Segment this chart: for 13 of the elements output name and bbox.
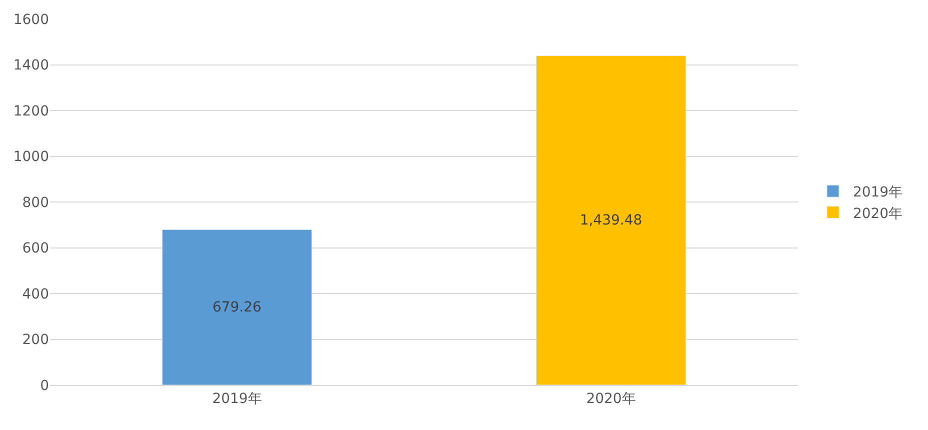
- y-tick-label: 1000: [13, 149, 49, 166]
- y-tick-label: 1200: [13, 103, 49, 120]
- legend-label: 2020年: [852, 206, 903, 222]
- y-tick-label: 400: [22, 286, 49, 302]
- y-tick-label: 0: [40, 378, 49, 394]
- legend-label: 2019年: [852, 184, 903, 201]
- y-tick-label: 1400: [13, 58, 49, 74]
- y-tick-label: 1600: [13, 12, 49, 28]
- data-label: 1,439.48: [580, 212, 642, 228]
- data-label: 679.26: [212, 299, 262, 316]
- y-tick-label: 600: [22, 240, 49, 257]
- y-tick-label: 200: [22, 332, 49, 348]
- y-tick-label: 800: [22, 194, 49, 211]
